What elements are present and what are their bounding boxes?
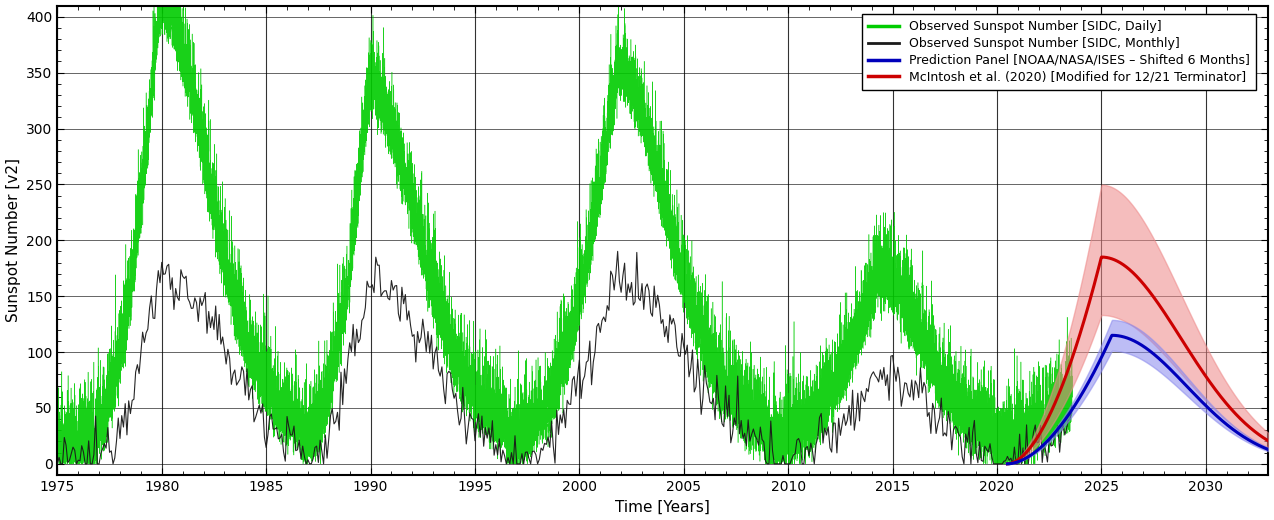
Y-axis label: Sunspot Number [v2]: Sunspot Number [v2] [5,158,20,322]
X-axis label: Time [Years]: Time [Years] [615,499,711,514]
Legend: Observed Sunspot Number [SIDC, Daily], Observed Sunspot Number [SIDC, Monthly], : Observed Sunspot Number [SIDC, Daily], O… [861,14,1256,90]
